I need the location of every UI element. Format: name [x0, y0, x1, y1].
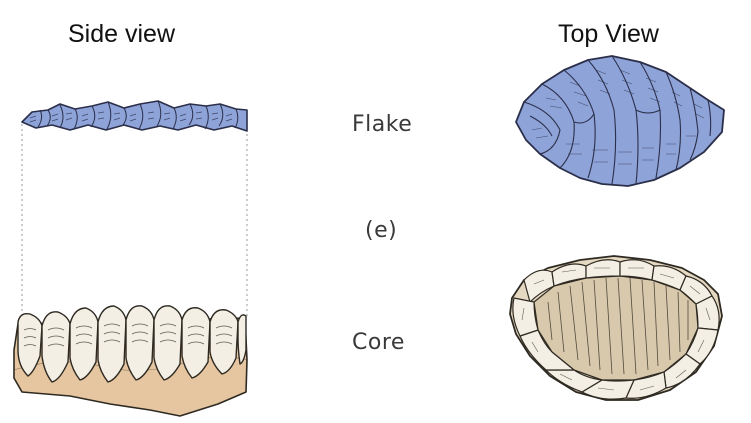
flake-label: Flake: [352, 112, 413, 137]
core-side-view: [13, 305, 248, 417]
flake-top-view: [515, 55, 725, 187]
core-label: Core: [352, 330, 405, 355]
top-view-heading: Top View: [558, 20, 659, 48]
flake-side-view: [21, 100, 248, 132]
top-view-illustration: [509, 55, 725, 401]
figure-letter-label: (e): [365, 218, 398, 243]
side-view-illustration: [13, 100, 248, 417]
core-top-view: [509, 255, 723, 401]
side-view-heading: Side view: [68, 20, 175, 48]
